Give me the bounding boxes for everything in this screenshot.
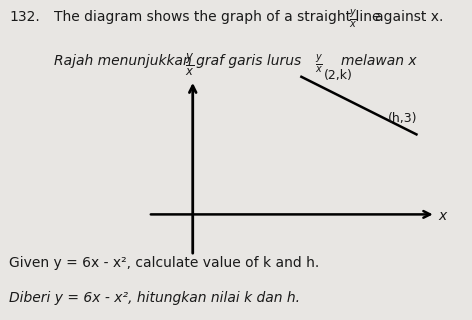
Text: (2,k): (2,k) (324, 68, 353, 82)
Text: against x.: against x. (375, 10, 444, 24)
Text: x: x (439, 209, 447, 223)
Text: Given y = 6x - x², calculate value of k and h.: Given y = 6x - x², calculate value of k … (9, 256, 320, 270)
Text: $\frac{y}{x}$: $\frac{y}{x}$ (315, 53, 323, 75)
Text: $\frac{y}{x}$: $\frac{y}{x}$ (185, 52, 194, 78)
Text: Diberi y = 6x - x², hitungkan nilai k dan h.: Diberi y = 6x - x², hitungkan nilai k da… (9, 291, 301, 305)
Text: The diagram shows the graph of a straight line: The diagram shows the graph of a straigh… (54, 10, 381, 24)
Text: $\frac{y}{x}$: $\frac{y}{x}$ (349, 8, 357, 30)
Text: 132.: 132. (9, 10, 40, 24)
Text: melawan x: melawan x (341, 54, 416, 68)
Text: (h,3): (h,3) (388, 112, 417, 125)
Text: Rajah menunjukkan graf garis lurus: Rajah menunjukkan graf garis lurus (54, 54, 302, 68)
